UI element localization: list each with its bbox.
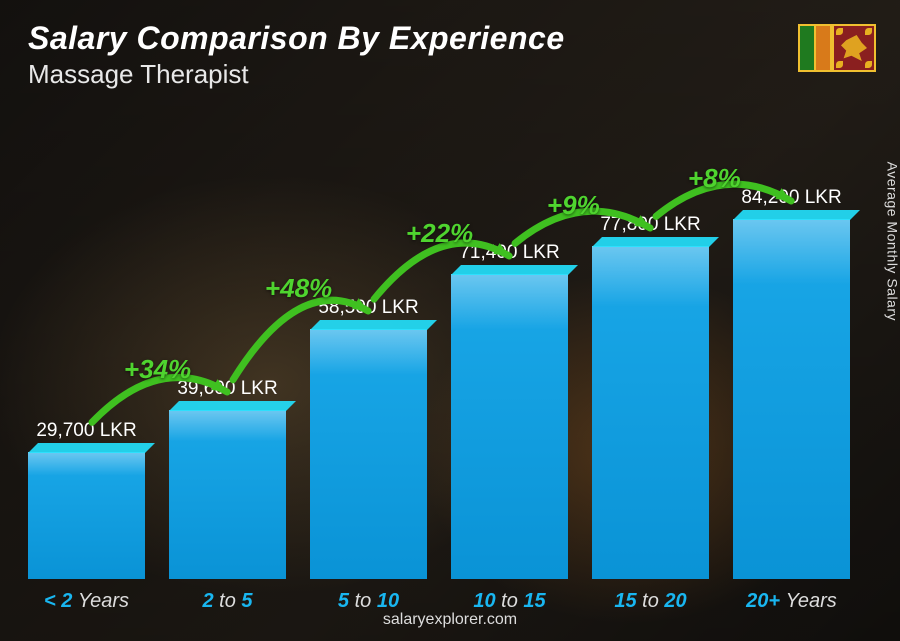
bar-value-label: 29,700 LKR xyxy=(36,420,136,442)
bar-category-label: 5 to 10 xyxy=(338,590,399,613)
header: Salary Comparison By Experience Massage … xyxy=(28,20,565,90)
bar-wrap: 29,700 LKR< 2 Years xyxy=(28,420,145,579)
flag-sri-lanka xyxy=(798,24,876,72)
bar-category-label: 20+ Years xyxy=(746,590,837,613)
pct-change-label: +48% xyxy=(265,273,332,304)
bar-category-label: < 2 Years xyxy=(44,590,129,613)
pct-change-label: +9% xyxy=(547,190,600,221)
chart-subtitle: Massage Therapist xyxy=(28,59,565,90)
bar-category-label: 10 to 15 xyxy=(473,590,545,613)
bar xyxy=(28,452,145,579)
y-axis-label: Average Monthly Salary xyxy=(884,161,900,320)
chart-title: Salary Comparison By Experience xyxy=(28,20,565,57)
bar xyxy=(733,219,850,579)
bar-wrap: 77,800 LKR15 to 20 xyxy=(592,214,709,579)
bar-category-label: 2 to 5 xyxy=(202,590,252,613)
bar-value-label: 39,600 LKR xyxy=(177,378,277,400)
bar-wrap: 39,600 LKR2 to 5 xyxy=(169,378,286,579)
bar-value-label: 84,200 LKR xyxy=(741,187,841,209)
pct-change-label: +8% xyxy=(688,163,741,194)
bar xyxy=(169,410,286,579)
bar-value-label: 71,400 LKR xyxy=(459,242,559,264)
bar-wrap: 58,500 LKR5 to 10 xyxy=(310,297,427,579)
bar xyxy=(310,329,427,579)
pct-change-label: +34% xyxy=(124,354,191,385)
footer-text: salaryexplorer.com xyxy=(0,611,900,629)
bar-value-label: 77,800 LKR xyxy=(600,214,700,236)
pct-change-label: +22% xyxy=(406,218,473,249)
bar-wrap: 84,200 LKR20+ Years xyxy=(733,187,850,579)
bar-value-label: 58,500 LKR xyxy=(318,297,418,319)
bar xyxy=(592,246,709,579)
bar-category-label: 15 to 20 xyxy=(614,590,686,613)
bar-wrap: 71,400 LKR10 to 15 xyxy=(451,242,568,579)
bar xyxy=(451,274,568,579)
